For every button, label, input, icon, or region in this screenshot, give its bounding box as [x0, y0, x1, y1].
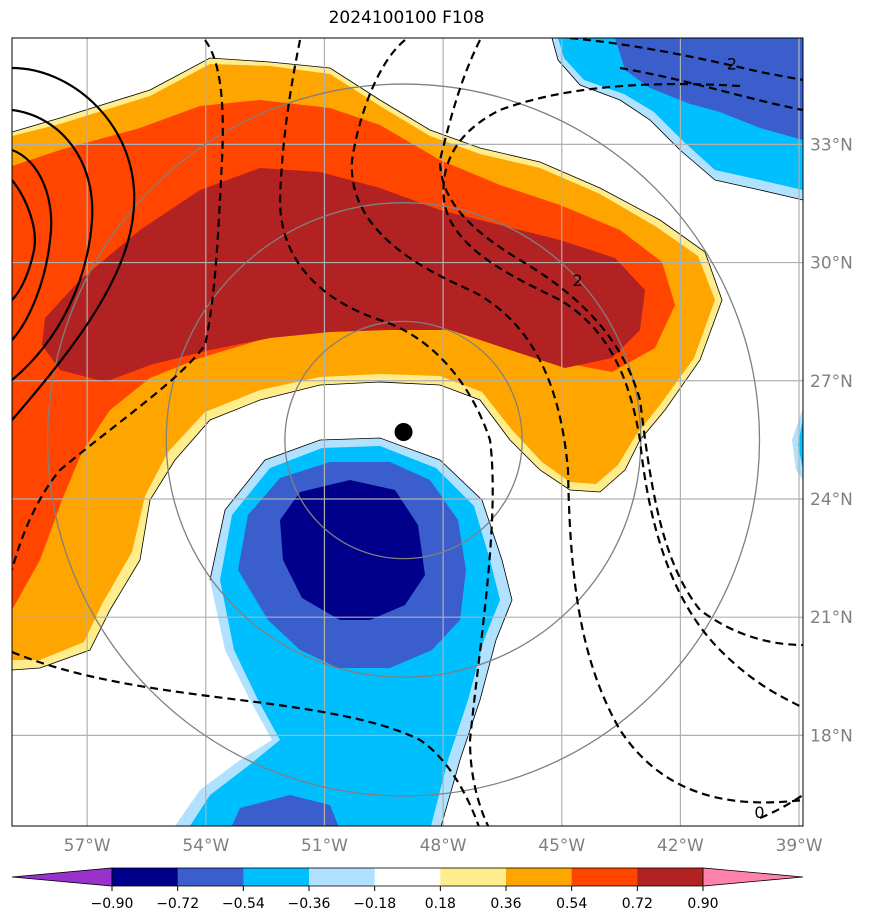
colorbar-tick-label: 0.18 [425, 896, 456, 912]
dashed-contours [12, 38, 803, 826]
storm-center-marker [394, 423, 413, 441]
contour-label: 0 [754, 803, 764, 822]
colorbar-segment [309, 868, 376, 886]
colorbar-tick-label: 0.36 [490, 896, 521, 912]
contour-label: 2 [727, 55, 737, 74]
field-negative-0.18-e [792, 408, 803, 480]
contour-label: 2 [572, 271, 582, 290]
gridlines [12, 38, 803, 826]
map-title: 2024100100 F108 [328, 8, 485, 28]
map-frame [11, 37, 804, 827]
lon-tick-label: 45°W [538, 836, 585, 856]
lon-tick-label: 51°W [301, 836, 348, 856]
colorbar-tick-label: 0.54 [556, 896, 587, 912]
field-positive-0.72 [42, 168, 645, 382]
latitude-tick-labels: 33°N 30°N 27°N 24°N 21°N 18°N [810, 135, 853, 746]
colorbar-segment [571, 868, 638, 886]
range-ring [284, 320, 523, 560]
lon-tick-label: 39°W [776, 836, 823, 856]
field-negative-0.54-south2 [231, 795, 339, 826]
colorbar-tick-label: −0.90 [91, 896, 134, 912]
filled-field: 2 2 0 [12, 38, 803, 826]
range-ring [46, 83, 761, 797]
solid-contours [12, 66, 136, 421]
colorbar [11, 867, 804, 887]
lat-tick-label: 33°N [810, 135, 853, 155]
colorbar-extend-low [11, 867, 113, 887]
colorbar-outline [111, 867, 704, 887]
contour-labels: 2 2 0 [572, 55, 764, 823]
colorbar-segment [440, 868, 507, 886]
colorbar-segment [243, 868, 310, 886]
colorbar-segment [112, 868, 179, 886]
lon-tick-label: 42°W [657, 836, 704, 856]
colorbar-segment [374, 868, 441, 886]
lat-tick-label: 24°N [810, 490, 853, 510]
colorbar-tick-label: −0.36 [288, 896, 331, 912]
lon-tick-label: 54°W [182, 836, 229, 856]
field-negative-0.54-ne [615, 38, 803, 140]
lon-tick-label: 57°W [64, 836, 111, 856]
colorbar-tick-label: −0.18 [353, 896, 396, 912]
lat-tick-label: 21°N [810, 608, 853, 628]
field-negative-0.72-south [280, 480, 425, 620]
colorbar-tick-label: 0.90 [687, 896, 718, 912]
lat-tick-label: 30°N [810, 254, 853, 274]
colorbar-tick-label: −0.54 [222, 896, 265, 912]
colorbar-segment [506, 868, 573, 886]
colorbar-segment [177, 868, 244, 886]
colorbar-tick-labels: −0.90 −0.72 −0.54 −0.36 −0.18 0.18 0.36 0.54 0.7… [91, 886, 719, 912]
lon-tick-label: 48°W [420, 836, 467, 856]
longitude-tick-labels: 57°W 54°W 51°W 48°W 45°W 42°W 39°W [64, 836, 823, 856]
colorbar-extend-high [702, 867, 804, 887]
colorbar-tick-label: −0.72 [156, 896, 199, 912]
lat-tick-label: 18°N [810, 726, 853, 746]
field-negative-0.36-e [798, 418, 803, 470]
colorbar-segment [637, 868, 704, 886]
colorbar-tick-label: 0.72 [622, 896, 653, 912]
lat-tick-label: 27°N [810, 372, 853, 392]
